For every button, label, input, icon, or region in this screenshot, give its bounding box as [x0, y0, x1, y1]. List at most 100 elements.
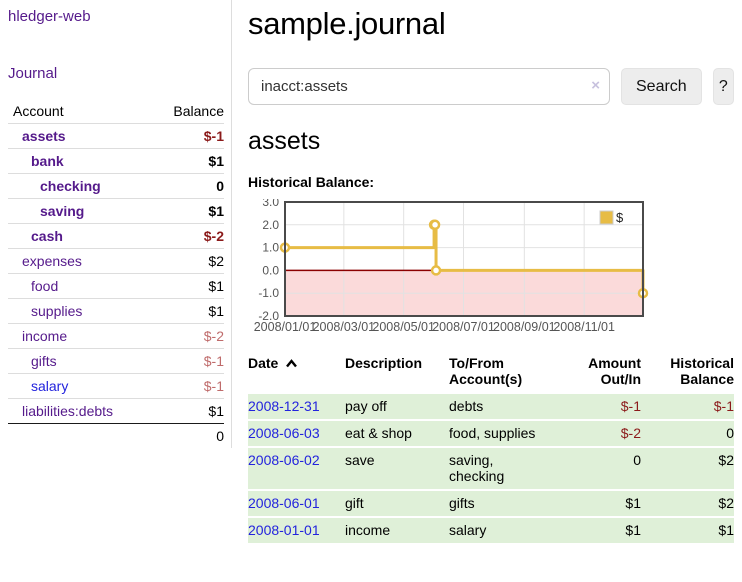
- account-link[interactable]: cash: [31, 228, 63, 244]
- transaction-row: 2008-12-31 pay off debts $-1 $-1: [248, 392, 734, 419]
- account-link[interactable]: food: [31, 278, 59, 294]
- account-balance: $1: [149, 398, 224, 424]
- account-link[interactable]: income: [22, 328, 68, 344]
- svg-text:2008/03/01: 2008/03/01: [313, 320, 376, 334]
- search-row: × Search ?: [248, 68, 734, 105]
- accounts-table: Account Balance assets $-1 bank $1 checking 0…: [8, 100, 224, 448]
- account-balance: $1: [149, 273, 224, 299]
- account-balance: $1: [149, 298, 224, 324]
- svg-text:2008/11/01: 2008/11/01: [553, 320, 615, 334]
- balance-cell: $2: [641, 489, 734, 516]
- th-date[interactable]: Date: [248, 353, 345, 392]
- sidebar-item-journal[interactable]: Journal: [8, 65, 58, 82]
- page: hledger-web Journal Account Balance asse…: [0, 0, 742, 543]
- account-row: gifts $-1: [8, 348, 224, 374]
- svg-text:$: $: [616, 210, 624, 225]
- clear-search-icon[interactable]: ×: [591, 77, 600, 94]
- th-accounts: To/From Account(s): [449, 355, 523, 387]
- date-link[interactable]: 2008-01-01: [248, 522, 320, 538]
- svg-text:1.0: 1.0: [262, 241, 279, 255]
- accounts-header-balance: Balance: [173, 103, 224, 119]
- accounts-header-account: Account: [13, 103, 64, 119]
- account-balance: $1: [149, 148, 224, 174]
- account-heading: assets: [248, 127, 321, 155]
- svg-text:2.0: 2.0: [262, 218, 279, 232]
- th-amount: Amount Out/In: [588, 355, 641, 387]
- account-row: salary $-1: [8, 373, 224, 399]
- transaction-row: 2008-06-03 eat & shop food, supplies $-2 0: [248, 419, 734, 446]
- help-button[interactable]: ?: [712, 68, 734, 105]
- account-row: liabilities:debts $1: [8, 398, 224, 424]
- transaction-row: 2008-06-02 save saving, checking 0 $2: [248, 446, 734, 489]
- amount-cell: $1: [559, 516, 641, 543]
- account-balance: $1: [149, 198, 224, 224]
- date-cell: 2008-06-01: [248, 489, 345, 516]
- balance-chart[interactable]: 3.0 2.0 1.0 0.0 -1.0 -2.0 2008/01/01 2008/03/01…: [248, 195, 652, 339]
- search-input[interactable]: [248, 68, 610, 105]
- account-link[interactable]: supplies: [31, 303, 83, 319]
- account-link[interactable]: checking: [40, 178, 101, 194]
- date-link[interactable]: 2008-06-03: [248, 425, 320, 441]
- historical-balance-label: Historical Balance:: [248, 174, 375, 190]
- accounts-cell: gifts: [449, 489, 559, 516]
- account-row: food $1: [8, 273, 224, 299]
- transactions-table: Date Description To/From Account(s) Amou…: [248, 353, 734, 543]
- balance-cell: 0: [641, 419, 734, 446]
- account-link[interactable]: expenses: [22, 253, 82, 269]
- amount-cell: $-2: [559, 419, 641, 446]
- amount-cell: $1: [559, 489, 641, 516]
- account-row: checking 0: [8, 173, 224, 199]
- description-cell: eat & shop: [345, 419, 449, 446]
- svg-text:-1.0: -1.0: [258, 286, 279, 300]
- amount-cell: $-1: [559, 392, 641, 419]
- svg-text:-2.0: -2.0: [258, 309, 279, 323]
- transaction-row: 2008-01-01 income salary $1 $1: [248, 516, 734, 543]
- account-link[interactable]: salary: [31, 378, 69, 394]
- transactions-table-body: 2008-12-31 pay off debts $-1 $-1 2008-06-03 ea…: [248, 392, 734, 543]
- th-description: Description: [345, 355, 423, 371]
- svg-text:2008/09/01: 2008/09/01: [493, 320, 556, 334]
- balance-cell: $1: [641, 516, 734, 543]
- account-row: supplies $1: [8, 298, 224, 324]
- date-link[interactable]: 2008-12-31: [248, 398, 320, 414]
- account-row: income $-2: [8, 323, 224, 349]
- main-content: sample.journal × Search ? assets Histori…: [232, 0, 742, 543]
- accounts-cell: salary: [449, 516, 559, 543]
- date-cell: 2008-12-31: [248, 392, 345, 419]
- balance-cell: $2: [641, 446, 734, 489]
- accounts-cell: debts: [449, 392, 559, 419]
- account-row: bank $1: [8, 148, 224, 174]
- accounts-total: 0: [8, 423, 224, 448]
- account-balance: $-1: [149, 373, 224, 399]
- account-balance: $-2: [149, 223, 224, 249]
- account-balance: $2: [149, 248, 224, 274]
- account-link[interactable]: assets: [22, 128, 66, 144]
- account-link[interactable]: bank: [31, 153, 64, 169]
- date-cell: 2008-06-03: [248, 419, 345, 446]
- account-balance: 0: [149, 173, 224, 199]
- account-link[interactable]: liabilities:debts: [22, 403, 114, 419]
- description-cell: pay off: [345, 392, 449, 419]
- brand-link[interactable]: hledger-web: [8, 8, 91, 25]
- th-balance: Historical Balance: [670, 355, 734, 387]
- date-link[interactable]: 2008-06-02: [248, 452, 320, 468]
- balance-chart-svg: 3.0 2.0 1.0 0.0 -1.0 -2.02008/01/012008/03/01…: [254, 195, 649, 334]
- svg-text:2008/05/01: 2008/05/01: [372, 320, 435, 334]
- svg-text:0.0: 0.0: [262, 263, 279, 277]
- account-balance: $-2: [149, 323, 224, 349]
- transaction-row: 2008-06-01 gift gifts $1 $2: [248, 489, 734, 516]
- account-link[interactable]: gifts: [31, 353, 57, 369]
- date-link[interactable]: 2008-06-01: [248, 495, 320, 511]
- search-button[interactable]: Search: [621, 68, 702, 105]
- page-title: sample.journal: [248, 6, 446, 41]
- balance-cell: $-1: [641, 392, 734, 419]
- sidebar: hledger-web Journal Account Balance asse…: [0, 0, 232, 448]
- account-link[interactable]: saving: [40, 203, 85, 219]
- svg-text:3.0: 3.0: [262, 199, 279, 209]
- account-row: saving $1: [8, 198, 224, 224]
- svg-text:2008/07/01: 2008/07/01: [432, 320, 495, 334]
- account-balance: $-1: [149, 123, 224, 149]
- account-row: assets $-1: [8, 123, 224, 149]
- amount-cell: 0: [559, 446, 641, 489]
- accounts-cell: saving, checking: [449, 446, 559, 489]
